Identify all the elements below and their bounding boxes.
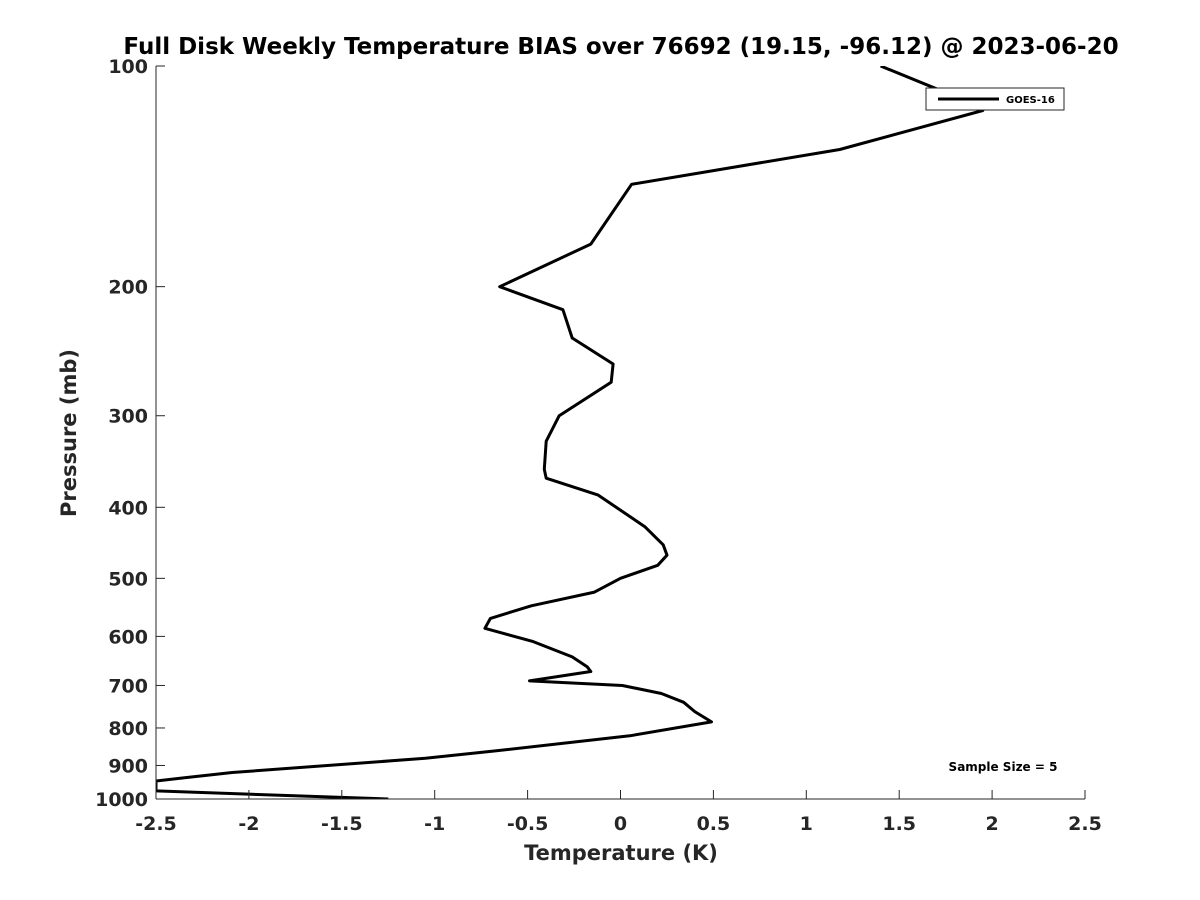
y-axis-title: Pressure (mb) [57,349,81,517]
legend-entry-goes-16: GOES-16 [1006,95,1055,106]
x-tick-label: -2 [238,813,259,835]
x-tick-label: -0.5 [507,813,549,835]
x-tick-label: -2.5 [135,813,177,835]
y-tick-label: 300 [108,406,148,428]
y-tick-label: 600 [108,626,148,648]
y-tick-label: 800 [108,718,148,740]
x-axis-title: Temperature (K) [524,841,718,865]
y-tick-label: 200 [108,277,148,299]
y-tick-label: 500 [108,568,148,590]
y-tick-label: 400 [108,497,148,519]
series-line-goes-16 [156,66,985,799]
y-tick-label: 1000 [95,789,148,811]
x-tick-label: 2.5 [1068,813,1102,835]
legend: GOES-16 [925,87,1065,111]
x-tick-label: -1 [424,813,445,835]
x-tick-label: 1 [800,813,813,835]
plot-area: -2.5 -2 -1.5 -1 -0.5 0 0.5 1 1.5 2 2.5 100 200 300 40… [95,56,1102,835]
x-tick-label: 2 [985,813,998,835]
y-tick-label: 900 [108,755,148,777]
x-tick-label: -1.5 [321,813,363,835]
chart-title: Full Disk Weekly Temperature BIAS over 7… [123,34,1118,60]
y-tick-label: 100 [108,56,148,78]
y-ticks: 100 200 300 400 500 600 700 800 900 1000 [95,56,165,811]
x-tick-label: 1.5 [882,813,916,835]
x-tick-label: 0 [614,813,627,835]
series-layer [156,66,985,799]
y-tick-label: 700 [108,675,148,697]
x-ticks: -2.5 -2 -1.5 -1 -0.5 0 0.5 1 1.5 2 2.5 [135,790,1102,835]
sample-size-annotation: Sample Size = 5 [949,760,1058,774]
x-tick-label: 0.5 [697,813,731,835]
